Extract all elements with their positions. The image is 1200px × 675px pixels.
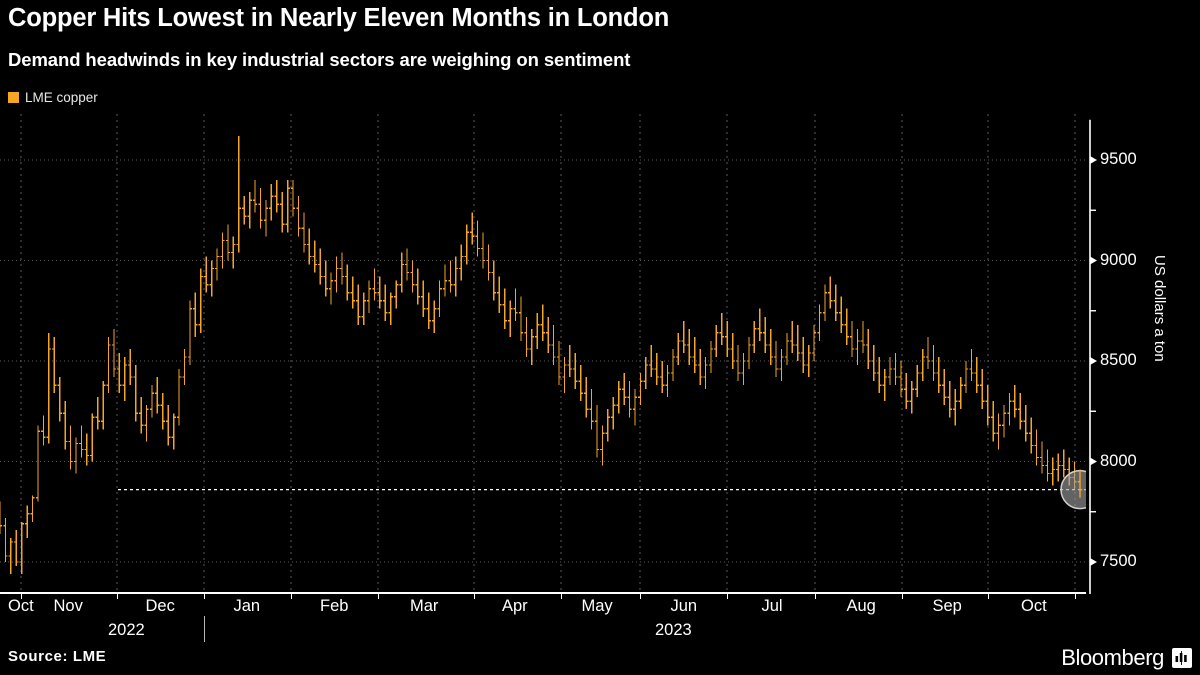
source-note: Source: LME [8,648,107,665]
x-axis-label: Jul [761,597,783,615]
y-axis-major-tick [1090,156,1097,164]
x-axis-tick [561,592,562,599]
x-axis-label: Aug [846,597,876,615]
y-axis-major-tick [1090,357,1097,365]
page-subtitle: Demand headwinds in key industrial secto… [8,49,631,70]
x-axis-label: Nov [53,597,83,615]
x-axis-label: Feb [320,597,349,615]
bloomberg-brand: Bloomberg [1061,645,1192,671]
y-axis-title: US dollars a ton [1151,255,1168,362]
y-axis-major-tick [1090,457,1097,466]
bloomberg-logo-icon [1172,648,1192,668]
x-axis-label: Mar [410,597,439,615]
x-axis-label: Dec [145,597,175,615]
chart-plot-area [0,114,1086,592]
latest-value-marker[interactable] [1060,469,1086,510]
x-axis-tick [21,592,22,599]
x-axis-tick [378,592,379,599]
x-axis-tick [815,592,816,599]
x-axis-tick [204,592,205,599]
legend-label: LME copper [25,90,98,105]
x-axis-tick [291,592,292,599]
brand-text: Bloomberg [1061,645,1164,670]
x-axis-tick [902,592,903,599]
chart-legend: LME copper [8,90,98,105]
x-axis-label: May [581,597,613,615]
x-axis-label: Jun [670,597,698,615]
x-axis-year-label: 2022 [108,621,145,639]
x-axis-tick [640,592,641,599]
ohlc-series [0,114,1086,592]
x-axis-tick [988,592,989,599]
x-axis-tick [474,592,475,599]
x-axis-tick [117,592,118,599]
y-axis-ticks [1089,119,1097,594]
x-axis-label: Sep [932,597,962,615]
y-axis-major-tick [1090,256,1097,265]
y-axis-label: 8500 [1100,351,1137,369]
y-axis-label: 8000 [1100,451,1137,470]
y-axis: 7500 8000 8500 9000 9500 [1086,114,1200,594]
legend-swatch-icon [8,92,19,103]
year-separator [204,616,205,642]
y-axis-label: 9500 [1100,150,1137,168]
x-axis-year-label: 2023 [655,621,692,639]
ohlc-bar-latest [1077,469,1083,498]
y-axis-label: 7500 [1100,552,1137,570]
x-axis-tick [727,592,728,599]
page-title: Copper Hits Lowest in Nearly Eleven Mont… [8,4,670,32]
x-axis-tick [1075,592,1076,599]
x-axis-label: Oct [1021,597,1047,615]
x-axis-label: Oct [8,597,34,615]
x-axis-label: Jan [233,597,261,615]
y-axis-label: 9000 [1100,250,1137,269]
ohlc-bars [0,135,1083,575]
x-axis-line [0,592,1086,594]
y-axis-major-tick [1090,558,1097,566]
x-axis-label: Apr [502,597,528,615]
